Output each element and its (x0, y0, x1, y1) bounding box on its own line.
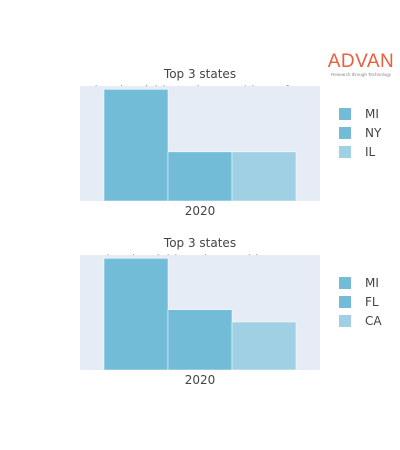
chart2-bar-fl (167, 309, 233, 371)
chart2-bar-mi (103, 258, 169, 371)
chart1-bar-ny (167, 151, 233, 202)
chart1-legend-swatch-mi (339, 108, 351, 120)
chart2-legend-swatch-fl (339, 296, 351, 308)
chart2-x-tick-label: 2020 (185, 373, 216, 387)
chart1-bar-mi (103, 89, 169, 202)
chart2-bar-ca (231, 321, 297, 371)
chart1-title: Top 3 states (163, 67, 236, 81)
chart1-legend-swatch-il (339, 146, 351, 158)
chart1-legend-swatch-ny (339, 127, 351, 139)
chart2-legend-label-fl: FL (365, 295, 379, 309)
chart1-legend-label-il: IL (365, 145, 376, 159)
chart2-legend-label-mi: MI (365, 276, 379, 290)
logo-name: ADVAN (327, 51, 395, 72)
chart2-title: Top 3 states (163, 236, 236, 250)
logo-tagline: Research through Technology (331, 72, 391, 77)
chart1-bar-il (231, 151, 297, 202)
chart2-legend-swatch-ca (339, 315, 351, 327)
advan-logo: ADVAN Research through Technology (326, 52, 396, 78)
chart2-legend-swatch-mi (339, 277, 351, 289)
chart1-x-tick-label: 2020 (185, 204, 216, 218)
chart1-legend-label-mi: MI (365, 107, 379, 121)
chart1-legend-label-ny: NY (365, 126, 382, 140)
chart2-legend-label-ca: CA (365, 314, 382, 328)
